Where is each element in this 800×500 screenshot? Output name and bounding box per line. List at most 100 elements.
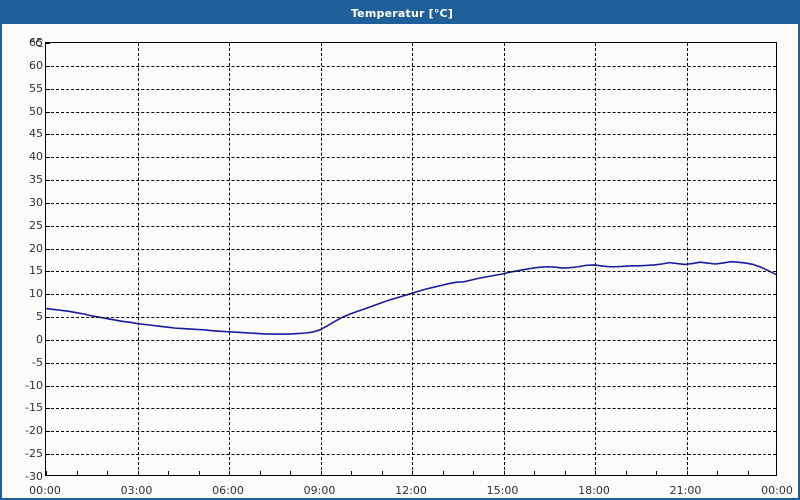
x-axis-tick-mark xyxy=(198,471,200,475)
temperature-series xyxy=(46,260,776,335)
x-axis-tick-label: 12:0016.04.14 xyxy=(387,484,436,498)
y-axis-tick-mark xyxy=(46,111,50,113)
gridline-horizontal xyxy=(46,408,776,410)
plot-area xyxy=(45,42,777,476)
x-axis-tick-mark xyxy=(137,471,139,475)
x-axis-tick-mark xyxy=(351,471,352,475)
y-axis-tick-label: 25 xyxy=(29,218,43,232)
gridline-horizontal xyxy=(46,339,776,341)
y-axis-tick-label: -10 xyxy=(25,378,43,392)
x-axis-tick-label: 18:0016.04.14 xyxy=(570,484,619,498)
y-axis-tick-label: -20 xyxy=(25,424,43,438)
gridline-horizontal xyxy=(46,134,776,136)
y-axis-unit-label: °C xyxy=(29,37,43,50)
x-axis-tick-label: 06:0016.04.14 xyxy=(204,484,253,498)
x-axis-tick-mark xyxy=(625,471,627,475)
gridline-horizontal xyxy=(46,180,776,182)
x-axis-tick-time: 21:00 xyxy=(669,484,702,497)
y-axis-tick-mark xyxy=(46,408,50,410)
x-axis-tick-mark xyxy=(76,471,78,475)
y-axis: °C 65 60 55 50 45 40 35 30 25 20 15 10 5 0 -5 -10 -15 -20… xyxy=(2,24,43,498)
y-axis-tick-label: 0 xyxy=(36,332,43,346)
x-axis-tick-mark xyxy=(503,471,505,475)
y-axis-tick-mark xyxy=(46,317,50,319)
x-axis-tick-time: 12:00 xyxy=(395,484,427,497)
gridline-vertical xyxy=(412,43,413,475)
x-axis: 00:0016.04.1403:0016.04.1406:0016.04.140… xyxy=(2,480,798,498)
x-axis-tick-label: 00:0016.04.14 xyxy=(21,484,70,498)
y-axis-tick-mark xyxy=(46,43,50,44)
y-axis-tick-label: 45 xyxy=(29,127,43,141)
x-axis-tick-label: 21:0016.04.14 xyxy=(661,484,710,498)
x-axis-tick-mark xyxy=(412,471,413,475)
x-axis-tick-mark xyxy=(747,471,749,475)
y-axis-tick-label: -15 xyxy=(25,401,43,415)
chart-canvas: °C 65 60 55 50 45 40 35 30 25 20 15 10 5 0 -5 -10 -15 -20… xyxy=(2,24,798,498)
gridline-vertical xyxy=(595,43,596,475)
y-axis-tick-mark xyxy=(46,248,50,250)
x-axis-tick-mark xyxy=(320,471,322,475)
x-axis-tick-time: 15:00 xyxy=(486,484,519,497)
gridline-vertical xyxy=(137,43,139,475)
y-axis-tick-label: 10 xyxy=(29,287,43,301)
y-axis-tick-label: 55 xyxy=(29,81,43,95)
y-axis-tick-mark xyxy=(46,88,50,90)
y-axis-tick-label: 30 xyxy=(29,195,43,209)
x-axis-tick-label: 15:0016.04.14 xyxy=(478,484,527,498)
gridline-horizontal xyxy=(46,385,776,387)
y-axis-tick-mark xyxy=(46,180,50,182)
y-axis-tick-label: 20 xyxy=(29,241,43,255)
gridline-horizontal xyxy=(46,362,776,364)
gridline-vertical xyxy=(320,43,322,475)
y-axis-tick-mark xyxy=(46,65,50,67)
y-axis-tick-label: 40 xyxy=(29,150,43,164)
x-axis-tick-mark xyxy=(442,471,444,475)
gridline-vertical xyxy=(686,43,688,475)
x-axis-tick-mark xyxy=(656,471,657,475)
x-axis-tick-label: 00:0017.04.14 xyxy=(753,484,798,498)
x-axis-tick-label: 09:0016.04.14 xyxy=(295,484,344,498)
x-axis-tick-mark xyxy=(564,471,566,475)
x-axis-tick-mark xyxy=(717,471,718,475)
x-axis-tick-time: 00:00 xyxy=(29,484,61,497)
y-axis-tick-mark xyxy=(46,339,50,341)
y-axis-tick-label: 15 xyxy=(29,264,43,278)
y-axis-tick-label: 65 xyxy=(29,36,43,49)
x-axis-tick-mark xyxy=(229,471,230,475)
gridline-horizontal xyxy=(46,294,776,296)
x-axis-tick-mark xyxy=(259,471,261,475)
x-axis-tick-time: 03:00 xyxy=(120,484,153,497)
gridline-horizontal xyxy=(46,88,776,90)
y-axis-tick-mark xyxy=(46,134,50,136)
y-axis-tick-mark xyxy=(46,431,50,433)
y-axis-tick-label: -5 xyxy=(32,355,43,369)
y-axis-tick-mark xyxy=(46,225,50,227)
gridline-horizontal xyxy=(46,202,776,204)
y-axis-tick-mark xyxy=(46,294,50,296)
x-axis-tick-time: 18:00 xyxy=(578,484,610,497)
gridline-horizontal xyxy=(46,65,776,67)
x-axis-tick-mark xyxy=(381,471,383,475)
x-axis-tick-time: 09:00 xyxy=(303,484,336,497)
gridline-horizontal xyxy=(46,271,776,273)
y-axis-tick-label: 50 xyxy=(29,104,43,118)
y-axis-tick-mark xyxy=(46,454,50,456)
x-axis-tick-mark xyxy=(686,471,688,475)
y-axis-tick-mark xyxy=(46,157,50,159)
y-axis-tick-mark xyxy=(46,271,50,273)
x-axis-tick-mark xyxy=(168,471,169,475)
y-axis-tick-label: 60 xyxy=(29,58,43,72)
gridline-horizontal xyxy=(46,111,776,113)
y-axis-tick-mark xyxy=(46,362,50,364)
y-axis-tick-label: 5 xyxy=(36,310,43,324)
x-axis-tick-mark xyxy=(290,471,291,475)
gridline-horizontal xyxy=(46,454,776,456)
x-axis-tick-time: 06:00 xyxy=(212,484,244,497)
y-axis-tick-mark xyxy=(46,385,50,387)
x-axis-tick-mark xyxy=(534,471,535,475)
gridline-vertical xyxy=(229,43,230,475)
y-axis-tick-label: 35 xyxy=(29,173,43,187)
x-axis-tick-label: 03:0016.04.14 xyxy=(112,484,161,498)
gridline-vertical xyxy=(503,43,505,475)
